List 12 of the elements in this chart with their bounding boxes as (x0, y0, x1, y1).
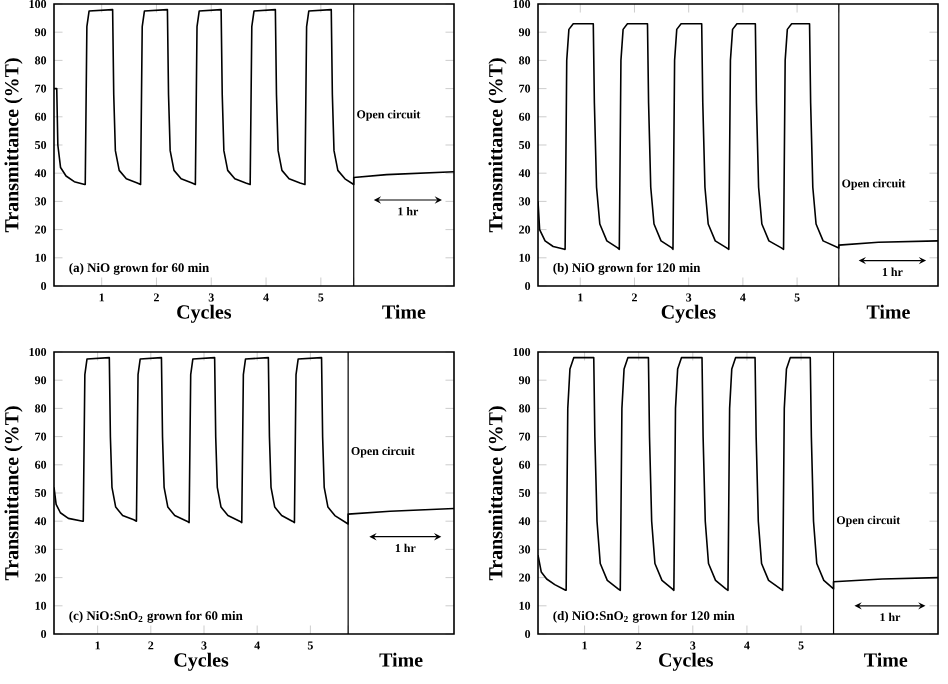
text: Time (864, 652, 908, 667)
text: Time (866, 304, 910, 319)
x-axis-title: Cycles (661, 304, 716, 323)
x-axis-title: Cycles (174, 652, 229, 671)
text: Time (379, 652, 423, 667)
y-axis-title: Transmittance (%T) (4, 406, 23, 581)
y-axis-title: Transmittance (%T) (488, 406, 507, 581)
x-axis-title: Cycles (659, 652, 713, 671)
text: Time (382, 304, 426, 319)
y-axis-title: Transmittance (%T) (488, 58, 507, 233)
y-axis-title: Transmittance (%T) (4, 58, 23, 233)
x-axis-title: Cycles (177, 304, 232, 323)
